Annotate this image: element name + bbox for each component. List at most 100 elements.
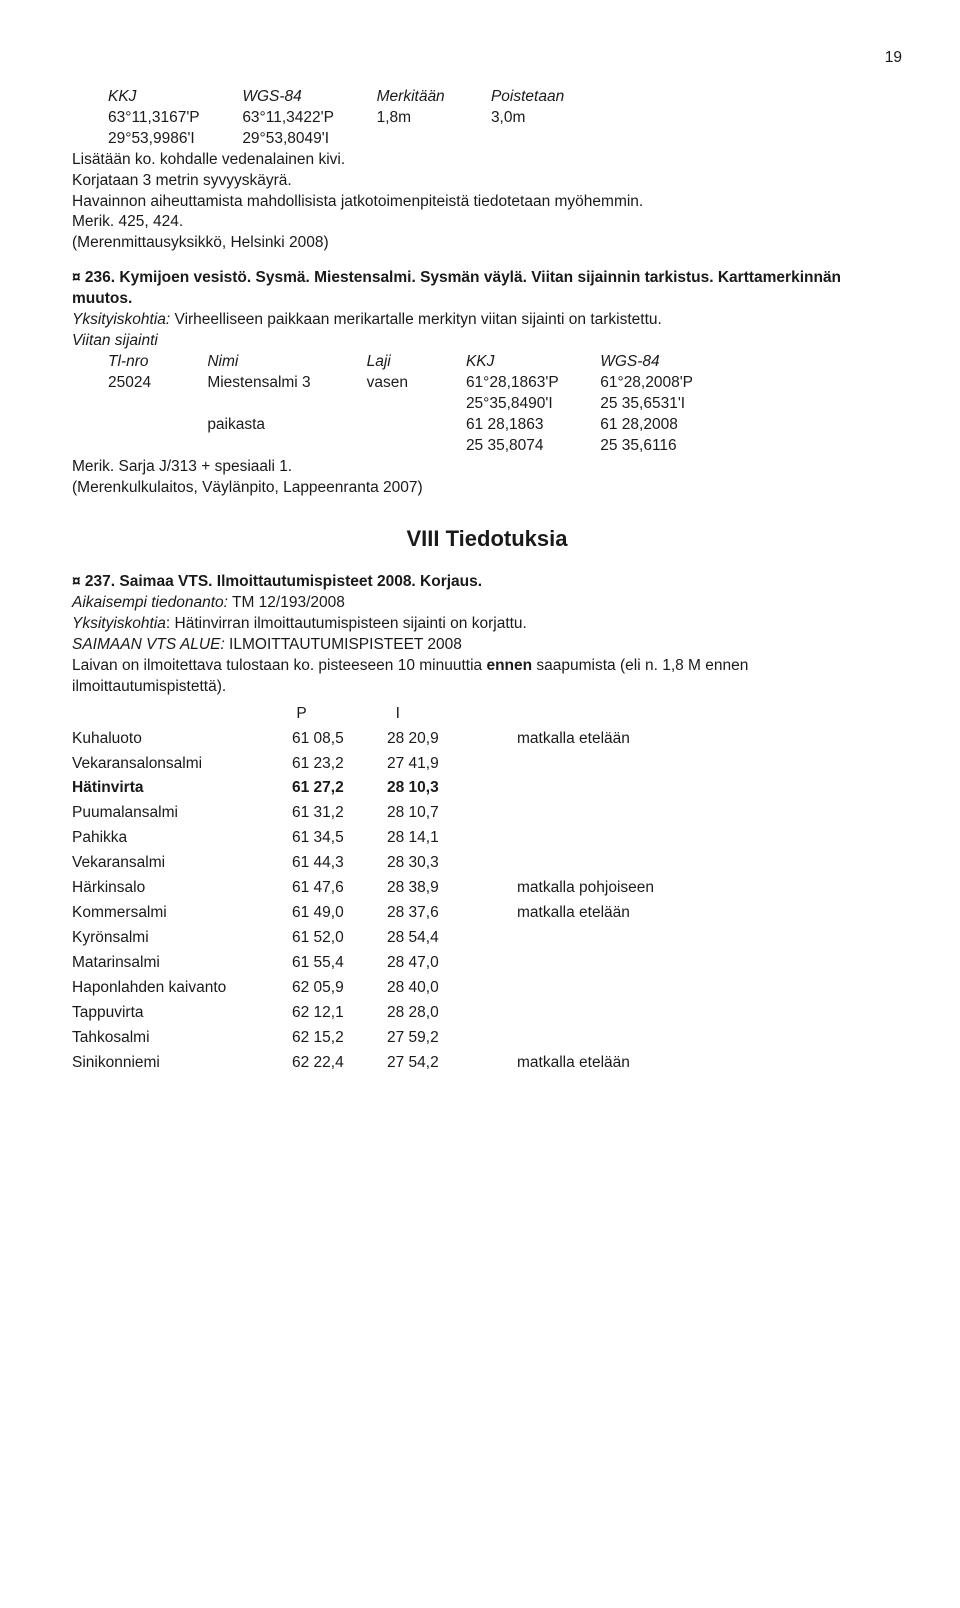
row-name: Puumalansalmi [72,803,292,824]
entry-236-dettext: Virheelliseen paikkaan merikartalle merk… [170,311,662,328]
entry-236-detlabel: Yksityiskohtia: [72,311,170,328]
e236-r3c4: 61 28,1863 [466,415,596,436]
hdr-kkj: KKJ [108,87,238,108]
e236-r2c4: 25°35,8490'I [466,394,596,415]
table-row: Pahikka61 34,528 14,1 [72,828,902,849]
e236-h-c5: WGS-84 [600,352,659,373]
row-p: 61 47,6 [292,878,387,899]
block1-table: KKJ WGS-84 Merkitään Poistetaan 63°11,31… [72,87,902,150]
table-row: Kyrönsalmi61 52,028 54,4 [72,928,902,949]
row-i: 28 47,0 [387,953,517,974]
table-row: Hätinvirta61 27,228 10,3 [72,778,902,799]
entry-237-line-b: Laivan on ilmoitettava tulostaan ko. pis… [72,656,902,698]
e237-h-c3: I [396,704,526,725]
row-name: Kommersalmi [72,903,292,924]
entry-237-prevlabel: Aikaisempi tiedonanto: [72,594,228,611]
row-p: 61 55,4 [292,953,387,974]
table-row: Kommersalmi61 49,028 37,6matkalla etelää… [72,903,902,924]
e237-h-c2: P [296,704,391,725]
b1r1c4: 3,0m [491,108,525,129]
row-name: Tahkosalmi [72,1028,292,1049]
e236-r3c5: 61 28,2008 [600,415,678,436]
row-p: 62 05,9 [292,978,387,999]
table-row: Tahkosalmi62 15,227 59,2 [72,1028,902,1049]
row-note: matkalla etelään [517,1053,630,1074]
b1r1c3: 1,8m [377,108,487,129]
row-name: Hätinvirta [72,778,292,799]
row-i: 28 54,4 [387,928,517,949]
b1-line-c: Havainnon aiheuttamista mahdollisista ja… [72,192,902,213]
table-row: Vekaransalmi61 44,328 30,3 [72,853,902,874]
row-name: Härkinsalo [72,878,292,899]
e236-r2c5: 25 35,6531'I [600,394,685,415]
row-i: 28 28,0 [387,1003,517,1024]
row-p: 61 31,2 [292,803,387,824]
e236-h-c2: Nimi [207,352,362,373]
entry-236-heading: ¤ 236. Kymijoen vesistö. Sysmä. Miestens… [72,268,902,310]
row-p: 62 22,4 [292,1053,387,1074]
row-p: 61 08,5 [292,729,387,750]
row-note: matkalla pohjoiseen [517,878,654,899]
b1r1c1: 63°11,3167'P [108,108,238,129]
row-i: 28 30,3 [387,853,517,874]
row-p: 62 15,2 [292,1028,387,1049]
b1r2c1: 29°53,9986'I [108,129,238,150]
row-i: 28 38,9 [387,878,517,899]
row-i: 27 59,2 [387,1028,517,1049]
hdr-poistetaan: Poistetaan [491,87,564,108]
table-row: Sinikonniemi62 22,427 54,2matkalla etelä… [72,1053,902,1074]
row-p: 61 44,3 [292,853,387,874]
entry-237-dettext: : Hätinvirran ilmoittautumispisteen sija… [166,615,527,632]
page-number: 19 [72,48,902,69]
row-i: 28 37,6 [387,903,517,924]
row-p: 62 12,1 [292,1003,387,1024]
entry-236-vs: Viitan sijainti [72,331,902,352]
row-name: Haponlahden kaivanto [72,978,292,999]
row-note: matkalla etelään [517,903,630,924]
entry-236-table: Tl-nro Nimi Laji KKJ WGS-84 25024 Mieste… [72,352,902,457]
row-name: Matarinsalmi [72,953,292,974]
entry-237-marker: ¤ 237. [72,573,115,590]
entry-237-line-a: SAIMAAN VTS ALUE: ILMOITTAUTUMISPISTEET … [72,635,902,656]
e236-h-c1: Tl-nro [108,352,203,373]
row-name: Kuhaluoto [72,729,292,750]
entry-237-table: P I Kuhaluoto61 08,528 20,9matkalla etel… [72,704,902,1074]
row-i: 28 10,3 [387,778,517,799]
e236-r4c4: 25 35,8074 [466,436,596,457]
e236-r4c5: 25 35,6116 [600,436,676,457]
row-i: 28 10,7 [387,803,517,824]
row-i: 28 40,0 [387,978,517,999]
row-name: Vekaransalmi [72,853,292,874]
entry-237-line-a1: SAIMAAN VTS ALUE: [72,636,225,653]
e236-h-c4: KKJ [466,352,596,373]
entry-237-line-b1: Laivan on ilmoitettava tulostaan ko. pis… [72,657,486,674]
table-row: Puumalansalmi61 31,228 10,7 [72,803,902,824]
row-note: matkalla etelään [517,729,630,750]
entry-236-details: Yksityiskohtia: Virheelliseen paikkaan m… [72,310,902,331]
row-name: Vekaransalonsalmi [72,754,292,775]
row-p: 61 49,0 [292,903,387,924]
e236-line-a: Merik. Sarja J/313 + spesiaali 1. [72,457,902,478]
e236-r1c3: vasen [367,373,462,394]
e236-r3c2: paikasta [207,415,362,436]
row-name: Tappuvirta [72,1003,292,1024]
e236-r1c5: 61°28,2008'P [600,373,693,394]
e236-r1c1: 25024 [108,373,203,394]
entry-237-line-a2: ILMOITTAUTUMISPISTEET 2008 [225,636,462,653]
hdr-wgs84: WGS-84 [242,87,372,108]
row-i: 27 54,2 [387,1053,517,1074]
table-row: Matarinsalmi61 55,428 47,0 [72,953,902,974]
b1-line-b: Korjataan 3 metrin syvyyskäyrä. [72,171,902,192]
entry-237-prevtext: TM 12/193/2008 [228,594,345,611]
e236-r1c2: Miestensalmi 3 [207,373,362,394]
row-name: Pahikka [72,828,292,849]
row-i: 27 41,9 [387,754,517,775]
row-p: 61 34,5 [292,828,387,849]
e236-line-b: (Merenkulkulaitos, Väylänpito, Lappeenra… [72,478,902,499]
b1r1c2: 63°11,3422'P [242,108,372,129]
entry-237-heading: ¤ 237. Saimaa VTS. Ilmoittautumispisteet… [72,572,902,593]
e236-r1c4: 61°28,1863'P [466,373,596,394]
b1-line-e: (Merenmittausyksikkö, Helsinki 2008) [72,233,902,254]
table-row: Härkinsalo61 47,628 38,9matkalla pohjois… [72,878,902,899]
row-name: Sinikonniemi [72,1053,292,1074]
